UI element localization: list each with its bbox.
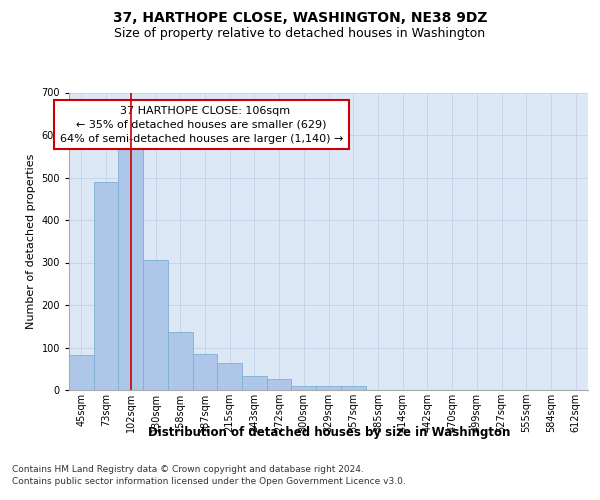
Text: Contains HM Land Registry data © Crown copyright and database right 2024.: Contains HM Land Registry data © Crown c… bbox=[12, 464, 364, 473]
Bar bbox=[118, 148, 143, 390]
Text: Distribution of detached houses by size in Washington: Distribution of detached houses by size … bbox=[148, 426, 510, 439]
Bar bbox=[168, 332, 193, 390]
Bar bbox=[143, 260, 168, 390]
Bar bbox=[217, 363, 242, 390]
Bar bbox=[267, 378, 292, 390]
Text: 37, HARTHOPE CLOSE, WASHINGTON, NE38 9DZ: 37, HARTHOPE CLOSE, WASHINGTON, NE38 9DZ bbox=[113, 10, 487, 24]
Bar bbox=[193, 354, 217, 390]
Bar bbox=[94, 182, 118, 390]
Bar bbox=[69, 355, 94, 390]
Text: Size of property relative to detached houses in Washington: Size of property relative to detached ho… bbox=[115, 27, 485, 40]
Text: 37 HARTHOPE CLOSE: 106sqm
← 35% of detached houses are smaller (629)
64% of semi: 37 HARTHOPE CLOSE: 106sqm ← 35% of detac… bbox=[59, 106, 343, 144]
Bar bbox=[242, 376, 267, 390]
Text: Contains public sector information licensed under the Open Government Licence v3: Contains public sector information licen… bbox=[12, 476, 406, 486]
Bar bbox=[341, 386, 365, 390]
Y-axis label: Number of detached properties: Number of detached properties bbox=[26, 154, 36, 329]
Bar bbox=[292, 386, 316, 390]
Bar bbox=[316, 386, 341, 390]
